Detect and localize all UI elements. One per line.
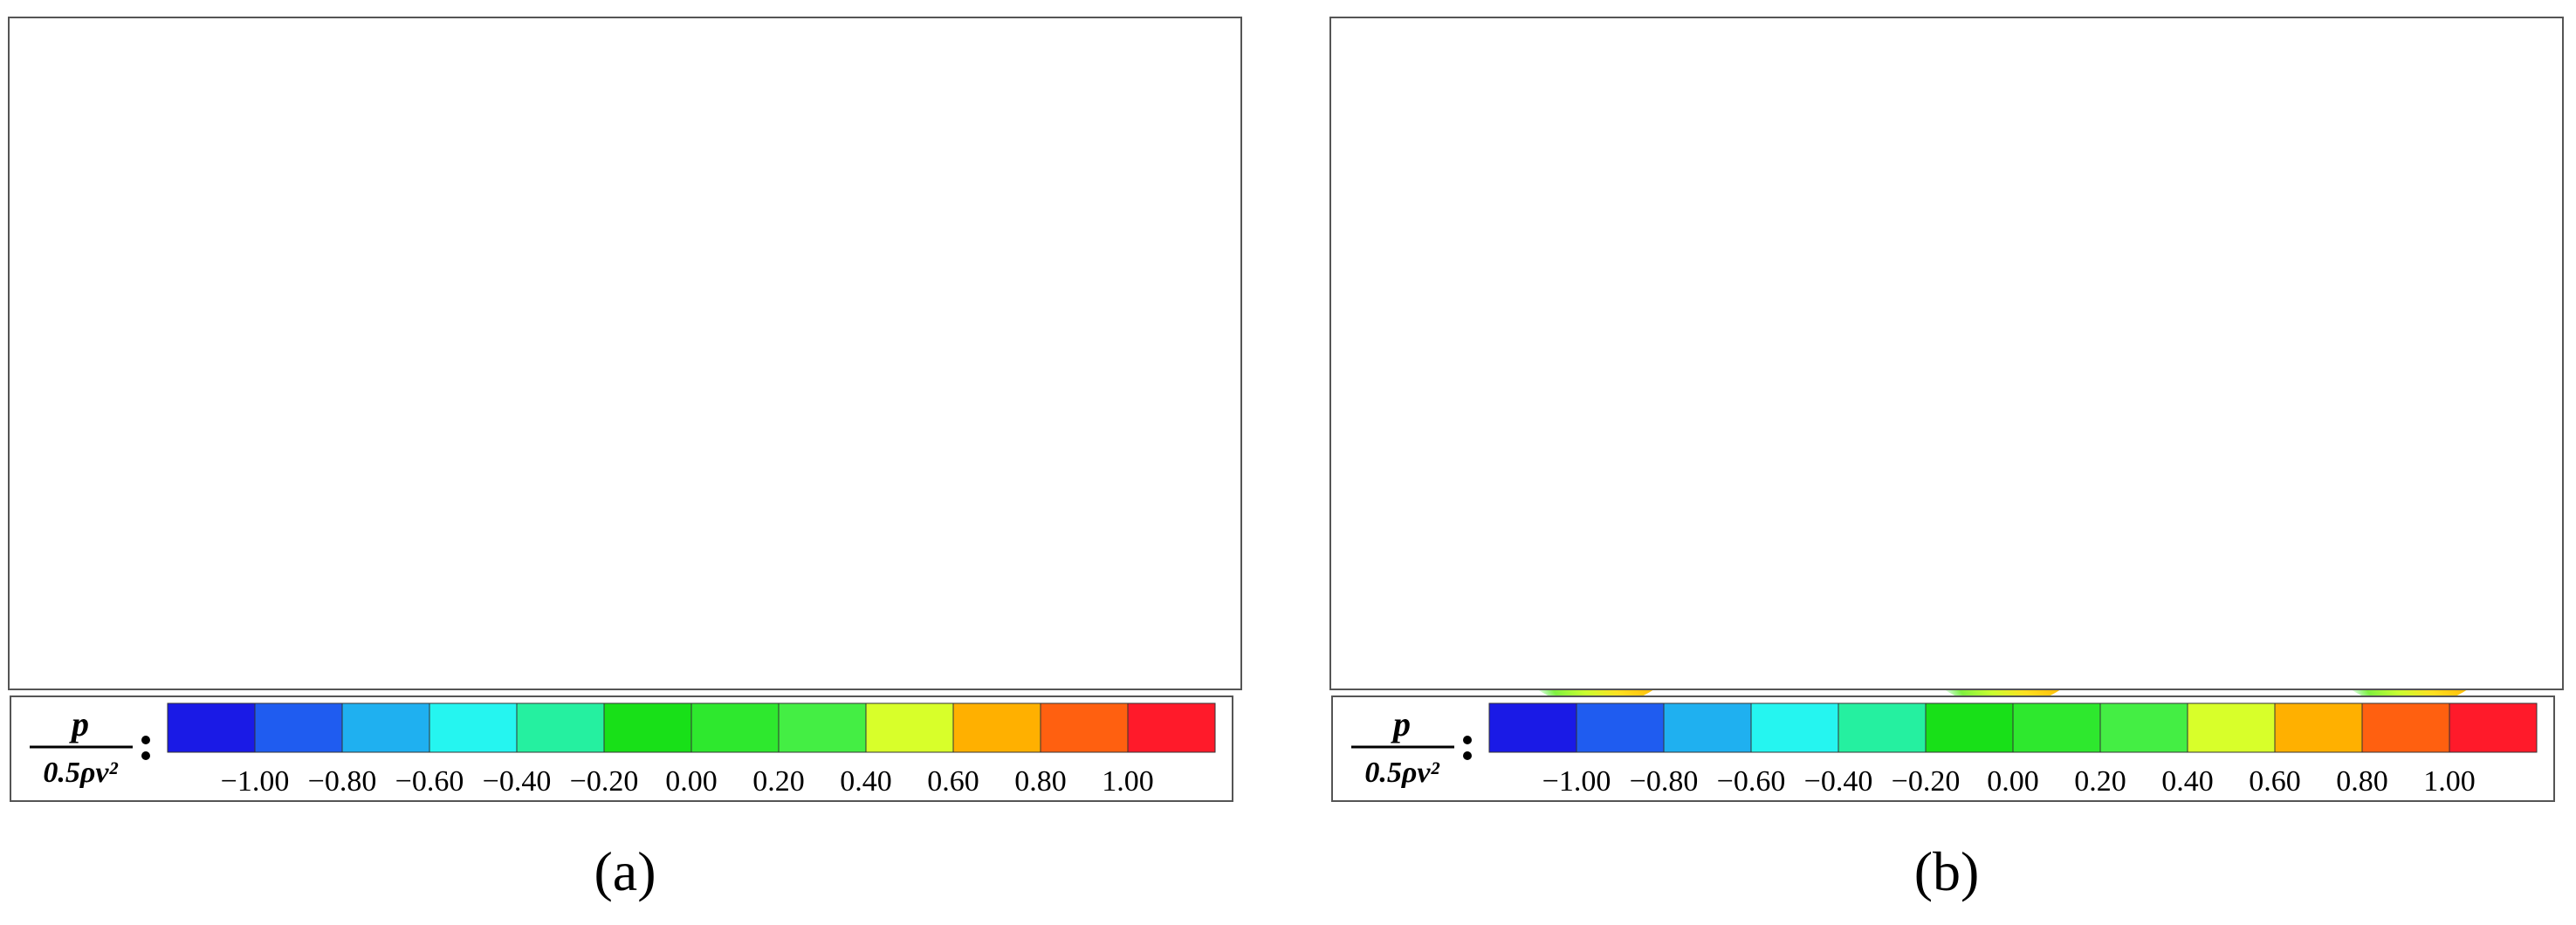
panels-layer: h/T=1.2h/T=1.5h/T=3.0h/T=1.2h/T=1.5h/T=3… xyxy=(8,17,2564,902)
colorbar-tick-label: 1.00 xyxy=(2423,765,2476,798)
colorbar-tick-label: −0.80 xyxy=(308,765,377,798)
colorbar-label-denominator: 0.5ρv² xyxy=(1364,757,1439,789)
colorbar-tick-label: 0.00 xyxy=(665,765,718,798)
colorbar-segment xyxy=(2449,703,2537,752)
colorbar-segment xyxy=(2275,703,2362,752)
colorbar-segment xyxy=(866,703,953,752)
colorbar-tick-label: 0.20 xyxy=(752,765,805,798)
colorbar-tick-label: 0.20 xyxy=(2074,765,2126,798)
colorbar-segment xyxy=(429,703,517,752)
colorbar-tick-label: 0.80 xyxy=(2336,765,2388,798)
colorbar-segment xyxy=(779,703,866,752)
colorbar-segment xyxy=(2100,703,2188,752)
colorbar-segment xyxy=(604,703,691,752)
colon-dot xyxy=(141,736,150,744)
colorbar-segment xyxy=(1577,703,1664,752)
colorbar-segment xyxy=(517,703,604,752)
colorbar-segment xyxy=(342,703,429,752)
colorbar-tick-label: −0.60 xyxy=(1717,765,1786,798)
colorbar-tick-label: −0.40 xyxy=(1804,765,1873,798)
colorbar-tick-label: −0.80 xyxy=(1630,765,1699,798)
colorbar-segment xyxy=(1838,703,1926,752)
colorbar-segment xyxy=(1751,703,1838,752)
panel-frame xyxy=(8,17,1242,690)
colon-dot xyxy=(141,751,150,760)
colorbar-label: p0.5ρv²0.5ρv² xyxy=(30,704,150,789)
colorbar-tick-label: 0.00 xyxy=(1987,765,2039,798)
colorbar-segment xyxy=(2188,703,2275,752)
colorbar-segment xyxy=(1128,703,1215,752)
colon-dot xyxy=(1463,736,1472,744)
colorbar-label-denominator: 0.5ρv² xyxy=(43,757,118,789)
colorbar-tick-label: 0.60 xyxy=(2249,765,2301,798)
colorbar-segment xyxy=(2362,703,2449,752)
colorbar-tick-label: −0.20 xyxy=(1892,765,1961,798)
caption-b: (b) xyxy=(1914,840,1980,902)
colorbar-tick-label: −1.00 xyxy=(221,765,290,798)
colorbar-tick-label: 0.40 xyxy=(840,765,892,798)
colorbar-tick-label: −0.60 xyxy=(395,765,464,798)
colorbar-segment xyxy=(168,703,255,752)
colorbar-tick-label: 0.60 xyxy=(927,765,979,798)
colorbar-tick-label: 0.80 xyxy=(1014,765,1067,798)
colorbar-segment xyxy=(1489,703,1577,752)
colorbar-segment xyxy=(1664,703,1751,752)
colorbar-b: p0.5ρv²0.5ρv²−1.00−0.80−0.60−0.40−0.200.… xyxy=(1331,695,2555,802)
colorbar-label-numerator: p xyxy=(1391,704,1411,743)
colorbar-segment xyxy=(691,703,779,752)
colon-dot xyxy=(1463,751,1472,760)
colorbar-segment xyxy=(1926,703,2013,752)
colorbar-tick-label: 0.40 xyxy=(2161,765,2214,798)
colorbar-tick-label: −0.20 xyxy=(570,765,639,798)
colorbar-tick-label: 1.00 xyxy=(1102,765,1154,798)
colorbar-label: p0.5ρv²0.5ρv² xyxy=(1351,704,1472,789)
colorbar-segment xyxy=(1041,703,1128,752)
colorbar-segment xyxy=(255,703,342,752)
colorbar-a: p0.5ρv²0.5ρv²−1.00−0.80−0.60−0.40−0.200.… xyxy=(10,695,1233,802)
colorbar-tick-label: −0.40 xyxy=(483,765,552,798)
colorbar-label-numerator: p xyxy=(69,704,89,743)
panel-frame xyxy=(1329,17,2564,690)
colorbar-segment xyxy=(2013,703,2100,752)
caption-a: (a) xyxy=(594,840,656,902)
colorbar-tick-label: −1.00 xyxy=(1542,765,1611,798)
colorbar-segment xyxy=(953,703,1041,752)
